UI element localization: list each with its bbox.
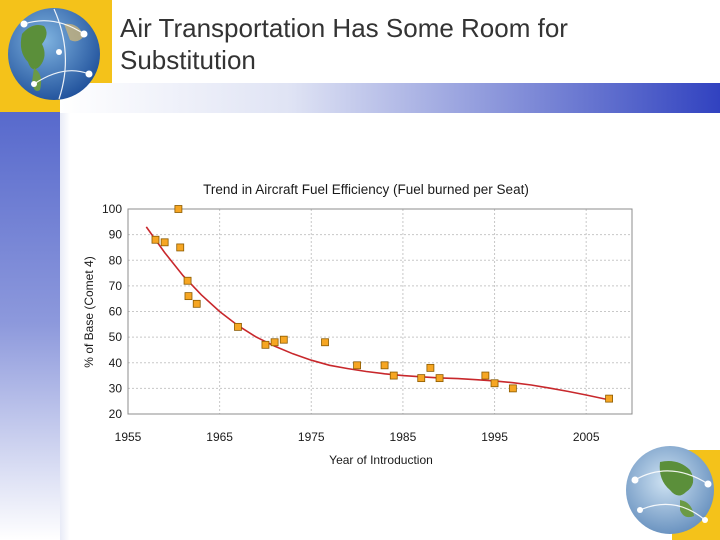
x-axis-label: Year of Introduction: [329, 453, 433, 467]
data-point-marker: [426, 363, 435, 372]
plot-frame: [127, 208, 633, 415]
x-axis-ticks: 1955 1965 1975 1985 1995 2005: [115, 430, 600, 444]
data-point-marker: [435, 374, 444, 383]
data-point-marker: [183, 276, 192, 285]
left-accent-fade: [60, 0, 70, 540]
data-point-marker: [389, 371, 398, 380]
y-tick-label: 20: [109, 407, 123, 421]
x-tick-label: 2005: [573, 430, 600, 444]
data-point-marker: [176, 243, 185, 252]
x-tick-label: 1955: [115, 430, 142, 444]
x-tick-label: 1995: [481, 430, 508, 444]
data-point-marker: [279, 335, 288, 344]
data-point-marker: [174, 205, 183, 213]
data-point-marker: [321, 338, 329, 347]
grid: [127, 208, 632, 415]
slide-title-line-1: Air Transportation Has Some Room for: [120, 13, 568, 43]
data-point-marker: [353, 361, 361, 370]
x-tick-label: 1965: [206, 430, 233, 444]
data-point-marker: [234, 322, 242, 331]
title-underline-gradient: [60, 83, 720, 113]
y-tick-label: 90: [109, 228, 123, 242]
data-point-marker: [192, 299, 201, 308]
data-point-marker: [605, 394, 613, 403]
chart-title: Trend in Aircraft Fuel Efficiency (Fuel …: [203, 182, 529, 197]
y-axis-label: % of Base (Comet 4): [82, 256, 96, 367]
data-point-marker: [417, 374, 426, 383]
x-tick-label: 1975: [298, 430, 325, 444]
y-tick-label: 70: [109, 279, 123, 293]
data-point-marker: [184, 292, 193, 301]
data-point-marker: [160, 238, 169, 247]
y-tick-label: 40: [109, 356, 123, 370]
y-tick-label: 100: [102, 202, 122, 216]
data-point-marker: [508, 384, 517, 393]
data-point-marker: [490, 379, 499, 388]
trend-line: [145, 226, 610, 401]
data-point-marker: [270, 338, 279, 347]
data-point-marker: [481, 371, 490, 380]
x-tick-label: 1985: [390, 430, 417, 444]
y-tick-label: 50: [109, 330, 123, 344]
data-point-marker: [261, 340, 270, 349]
globe-network-icon: [626, 446, 714, 534]
slide-title: Air Transportation Has Some Room for Sub…: [120, 12, 710, 76]
slide-title-line-2: Substitution: [120, 45, 256, 75]
y-tick-label: 30: [109, 381, 123, 395]
y-axis-ticks: 20 30 40 50 60 70 80 90 100: [102, 202, 122, 421]
data-point-marker: [380, 361, 389, 370]
y-tick-label: 80: [109, 253, 123, 267]
y-tick-label: 60: [109, 305, 123, 319]
data-point-marker: [151, 235, 160, 244]
data-points: [151, 205, 613, 403]
globe-network-icon: [8, 8, 100, 100]
